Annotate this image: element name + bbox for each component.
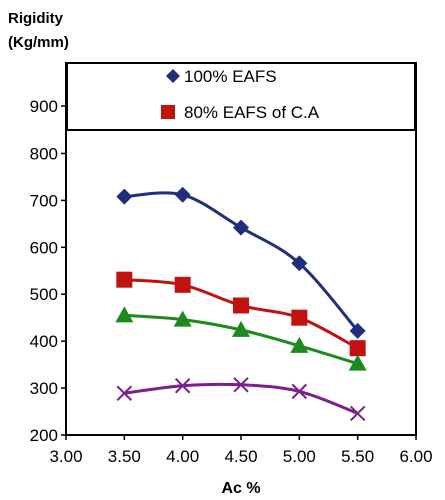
- x-axis-label: Ac %: [221, 480, 260, 497]
- y-tick-label: 800: [30, 144, 58, 163]
- data-point-series-4: [349, 405, 366, 422]
- x-tick-label: 6.00: [399, 447, 432, 466]
- y-tick-label: 300: [30, 379, 58, 398]
- data-point-series-2: [116, 271, 133, 288]
- y-tick-label: 900: [30, 97, 58, 116]
- legend: 100% EAFS 80% EAFS of C.A: [66, 62, 416, 131]
- data-point-series-2: [291, 309, 308, 326]
- x-tick-label: 4.50: [224, 447, 257, 466]
- data-point-series-3: [232, 320, 250, 337]
- y-tick-label: 500: [30, 285, 58, 304]
- y-axis-label-line1: Rigidity: [8, 10, 64, 27]
- data-point-series-3: [115, 306, 134, 323]
- x-tick-label: 5.50: [341, 447, 374, 466]
- data-point-series-2: [233, 297, 249, 314]
- series-layer: [115, 186, 367, 422]
- x-tick-label: 4.00: [166, 447, 199, 466]
- legend-marker-series-2: [161, 105, 175, 119]
- data-point-series-4: [291, 383, 308, 400]
- data-point-series-2: [174, 276, 191, 293]
- legend-entry-series-2: 80% EAFS of C.A: [184, 103, 320, 122]
- data-point-series-1: [349, 322, 366, 339]
- y-axis-label-line2: (Kg/mm): [8, 34, 69, 51]
- x-tick-label: 3.00: [49, 447, 82, 466]
- series-line-4: [124, 382, 359, 415]
- data-point-series-3: [348, 354, 367, 371]
- data-point-series-4: [233, 377, 249, 393]
- x-tick-label: 5.00: [283, 447, 316, 466]
- legend-marker-series-1: [166, 69, 180, 83]
- legend-box: [66, 62, 416, 131]
- legend-entry-series-1: 100% EAFS: [184, 67, 277, 86]
- x-tick-label: 3.50: [108, 447, 141, 466]
- y-tick-label: 200: [30, 426, 58, 445]
- data-point-series-1: [174, 186, 191, 203]
- data-point-series-4: [174, 378, 191, 394]
- y-tick-label: 400: [30, 332, 58, 351]
- y-tick-label: 600: [30, 238, 58, 257]
- data-point-series-1: [291, 255, 308, 272]
- data-point-series-2: [349, 340, 366, 357]
- y-axis-ticks: 200 300 400 500 600 700 800 900: [30, 97, 66, 445]
- data-point-series-3: [290, 336, 309, 353]
- data-point-series-3: [173, 310, 192, 327]
- data-point-series-1: [116, 188, 133, 205]
- x-axis-ticks: 3.00 3.50 4.00 4.50 5.00 5.50 6.00: [49, 435, 433, 466]
- data-point-series-4: [116, 385, 133, 401]
- data-point-series-1: [233, 219, 249, 236]
- y-tick-label: 700: [30, 191, 58, 210]
